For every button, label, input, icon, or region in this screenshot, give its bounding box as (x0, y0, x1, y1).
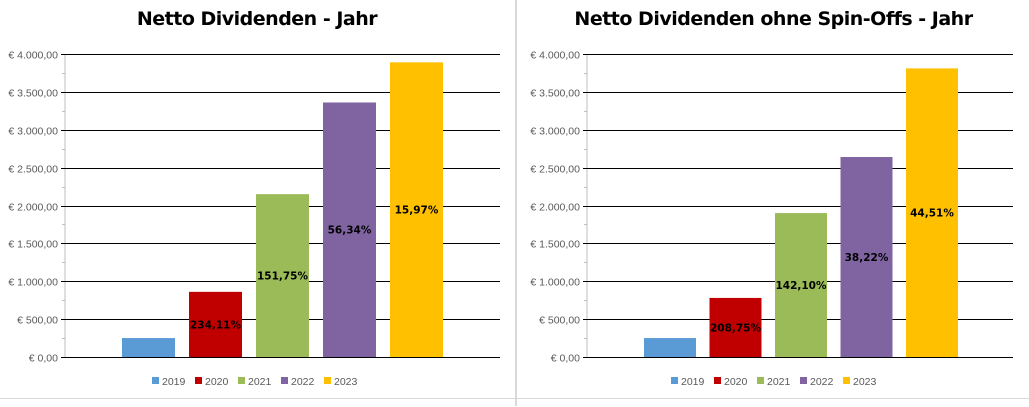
chart-title: Netto Dividenden ohne Spin-Offs - Jahr (574, 8, 973, 30)
legend-entry: 2022 (810, 376, 834, 388)
legend-swatch (843, 377, 850, 384)
data-label: 15,97% (395, 205, 439, 217)
y-tick-label: € 1.500,00 (8, 239, 58, 251)
y-tick-label: € 2.000,00 (8, 202, 58, 214)
y-tick-label: € 1.000,00 (8, 277, 58, 289)
sheet-gridline (0, 398, 1029, 407)
legend-swatch (324, 377, 331, 384)
bar-2022 (323, 102, 376, 357)
bar-2022 (840, 157, 893, 357)
legend-swatch (757, 377, 764, 384)
y-tick-label: € 3.000,00 (530, 126, 580, 138)
bar-2021 (775, 213, 827, 357)
data-label: 234,11% (190, 319, 242, 331)
legend-swatch (800, 377, 807, 384)
legend-entry: 2021 (767, 376, 791, 388)
bar-2020 (189, 291, 242, 357)
bar-2023 (906, 68, 958, 357)
legend-entry: 2021 (248, 376, 272, 388)
legend-swatch (281, 377, 288, 384)
bar-2019 (122, 338, 175, 357)
chart-title: Netto Dividenden - Jahr (136, 8, 378, 30)
y-tick-label: € 3.500,00 (530, 88, 580, 100)
data-label: 38,22% (845, 252, 889, 264)
legend-swatch (152, 377, 159, 384)
data-label: 44,51% (910, 208, 954, 220)
y-tick-label: € 1.000,00 (530, 277, 580, 289)
legend-entry: 2023 (853, 376, 877, 388)
panel-divider (515, 0, 517, 406)
legend-entry: 2019 (681, 376, 705, 388)
legend-swatch (195, 377, 202, 384)
data-label: 142,10% (775, 280, 827, 292)
y-tick-label: € 4.000,00 (8, 50, 58, 62)
data-label: 208,75% (710, 322, 762, 334)
legend-entry: 2022 (291, 376, 315, 388)
y-tick-label: € 0,00 (551, 353, 580, 365)
data-label: 151,75% (257, 271, 309, 283)
legend-swatch (714, 377, 721, 384)
bar-2019 (644, 338, 696, 357)
y-tick-label: € 3.000,00 (8, 126, 58, 138)
legend-entry: 2019 (162, 376, 186, 388)
y-tick-label: € 4.000,00 (530, 50, 580, 62)
y-tick-label: € 500,00 (17, 315, 58, 327)
y-tick-label: € 0,00 (29, 353, 58, 365)
chart-right-plot: € 0,00 € 500,00 € 1.000,00 € 1.500,00 € 2.00… (530, 50, 1013, 388)
y-tick-label: € 2.500,00 (8, 164, 58, 176)
legend-swatch (238, 377, 245, 384)
chart-left-plot: € 0,00 € 500,00 € 1.000,00 € 1.500,00 € 2.00… (8, 50, 500, 388)
bar-2021 (256, 194, 309, 357)
bar-2020 (709, 297, 762, 357)
chart-right: Netto Dividenden ohne Spin-Offs - Jahr €… (518, 0, 1029, 398)
legend-entry: 2023 (334, 376, 358, 388)
y-tick-label: € 2.500,00 (530, 164, 580, 176)
bar-2023 (390, 62, 443, 358)
data-label: 56,34% (328, 225, 372, 237)
y-tick-label: € 3.500,00 (8, 88, 58, 100)
legend-swatch (671, 377, 678, 384)
legend-entry: 2020 (724, 376, 748, 388)
y-tick-label: € 2.000,00 (530, 202, 580, 214)
legend-entry: 2020 (205, 376, 229, 388)
chart-left: Netto Dividenden - Jahr € 0,00 € 500,00 € … (0, 0, 514, 398)
y-tick-label: € 1.500,00 (530, 239, 580, 251)
y-tick-label: € 500,00 (539, 315, 580, 327)
